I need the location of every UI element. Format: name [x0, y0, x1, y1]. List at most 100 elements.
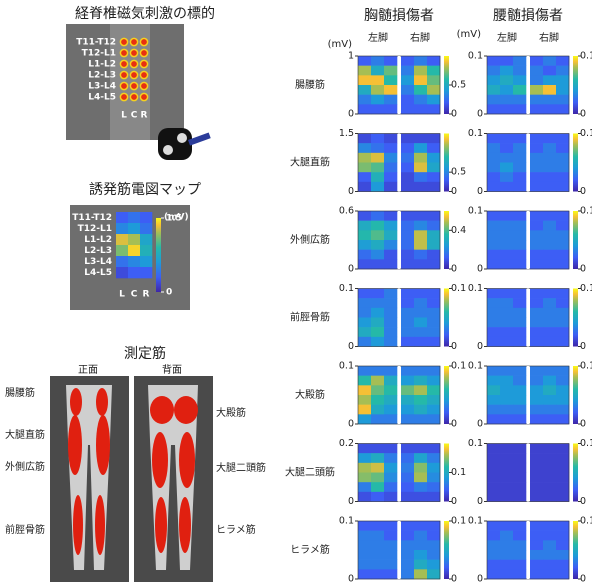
target-dot — [130, 60, 137, 67]
heat-cell — [530, 385, 543, 395]
figure: 経脊椎磁気刺激の標的 誘発筋電図マップ 測定筋 正面 背面 T11-T12T12… — [0, 0, 592, 586]
heat-cell — [371, 230, 384, 240]
target-dot — [140, 82, 147, 89]
cbar-tick-label: 0 — [580, 186, 586, 197]
heat-cell — [500, 143, 513, 153]
heat-cell — [487, 289, 500, 299]
map-level-label: L1-L2 — [84, 235, 112, 245]
heat-cell — [401, 163, 414, 173]
heat-cell — [513, 221, 526, 231]
heat-cell — [500, 172, 513, 182]
heat-cell — [556, 172, 569, 182]
y-tick-label: 0.1 — [468, 438, 483, 449]
heat-cell — [487, 308, 500, 318]
y-tick-label: 0.1 — [339, 361, 354, 372]
heat-cell — [358, 540, 371, 550]
heat-cell — [358, 182, 371, 192]
heat-cell — [358, 153, 371, 163]
heat-cell — [414, 153, 427, 163]
target-dot — [120, 60, 127, 67]
heat-cell — [543, 453, 556, 463]
heat-cell — [401, 531, 414, 541]
heat-cell — [556, 134, 569, 144]
heat-cell — [543, 482, 556, 492]
heat-cell — [371, 550, 384, 560]
heat-cell — [543, 376, 556, 386]
heat-cell — [513, 318, 526, 328]
heat-cell — [384, 56, 397, 66]
heat-cell — [530, 473, 543, 483]
heat-cell — [358, 473, 371, 483]
muscle-label: 前脛骨筋 — [290, 311, 330, 324]
heat-cell — [513, 104, 526, 114]
heat-cell — [500, 211, 513, 221]
cbar-tick-label: 0.1 — [451, 283, 466, 294]
y-tick-label: 0 — [477, 109, 483, 120]
heat-cell — [427, 531, 440, 541]
heat-cell — [371, 366, 384, 376]
heat-cell — [513, 492, 526, 502]
target-dot — [140, 49, 147, 56]
heat-cell — [530, 221, 543, 231]
heat-cell — [358, 569, 371, 579]
heat-cell — [414, 482, 427, 492]
y-tick-label: 0.1 — [339, 283, 354, 294]
heat-cell — [513, 327, 526, 337]
heat-cell — [358, 240, 371, 250]
heat-cell — [358, 337, 371, 347]
map-level-label: T11-T12 — [72, 213, 112, 223]
heat-cell — [414, 134, 427, 144]
heat-cell — [500, 366, 513, 376]
heat-cell — [556, 230, 569, 240]
heat-cell — [487, 153, 500, 163]
heat-cell — [556, 318, 569, 328]
heat-cell — [487, 250, 500, 260]
heat-cell — [358, 298, 371, 308]
heat-cell — [401, 211, 414, 221]
heat-cell — [543, 531, 556, 541]
heat-cell — [414, 85, 427, 95]
heat-cell — [500, 327, 513, 337]
y-tick-label: 0 — [348, 186, 354, 197]
map-level-label: L4-L5 — [84, 268, 112, 278]
map-cell — [116, 234, 128, 245]
heat-cell — [543, 395, 556, 405]
heat-cell — [500, 540, 513, 550]
heat-cell — [530, 85, 543, 95]
heat-cell — [414, 289, 427, 299]
heat-cell — [401, 153, 414, 163]
heat-cell — [358, 250, 371, 260]
heat-cell — [371, 221, 384, 231]
heat-cell — [358, 289, 371, 299]
target-dot — [140, 60, 147, 67]
colorbar — [573, 134, 578, 192]
leg-label: 左脚 — [368, 31, 388, 44]
heat-cell — [487, 492, 500, 502]
target-dot — [130, 38, 137, 45]
heat-cell — [530, 405, 543, 415]
heat-cell — [487, 569, 500, 579]
heat-cell — [556, 405, 569, 415]
heat-cell — [414, 75, 427, 85]
heat-cell — [543, 163, 556, 173]
heat-cell — [556, 473, 569, 483]
heat-cell — [384, 560, 397, 570]
heat-cell — [500, 376, 513, 386]
heat-cell — [530, 182, 543, 192]
heat-cell — [543, 540, 556, 550]
heat-cell — [384, 414, 397, 424]
colorbar — [573, 56, 578, 114]
heat-cell — [414, 95, 427, 105]
heat-cell — [427, 395, 440, 405]
heat-cell — [427, 560, 440, 570]
heat-cell — [401, 473, 414, 483]
heat-cell — [556, 66, 569, 76]
cbar-tick-label: 0.1 — [580, 516, 592, 527]
target-dot — [120, 71, 127, 78]
heat-cell — [487, 453, 500, 463]
front-label: 正面 — [78, 365, 98, 376]
heat-cell — [371, 376, 384, 386]
heat-cell — [513, 143, 526, 153]
heat-cell — [401, 337, 414, 347]
heat-cell — [371, 182, 384, 192]
